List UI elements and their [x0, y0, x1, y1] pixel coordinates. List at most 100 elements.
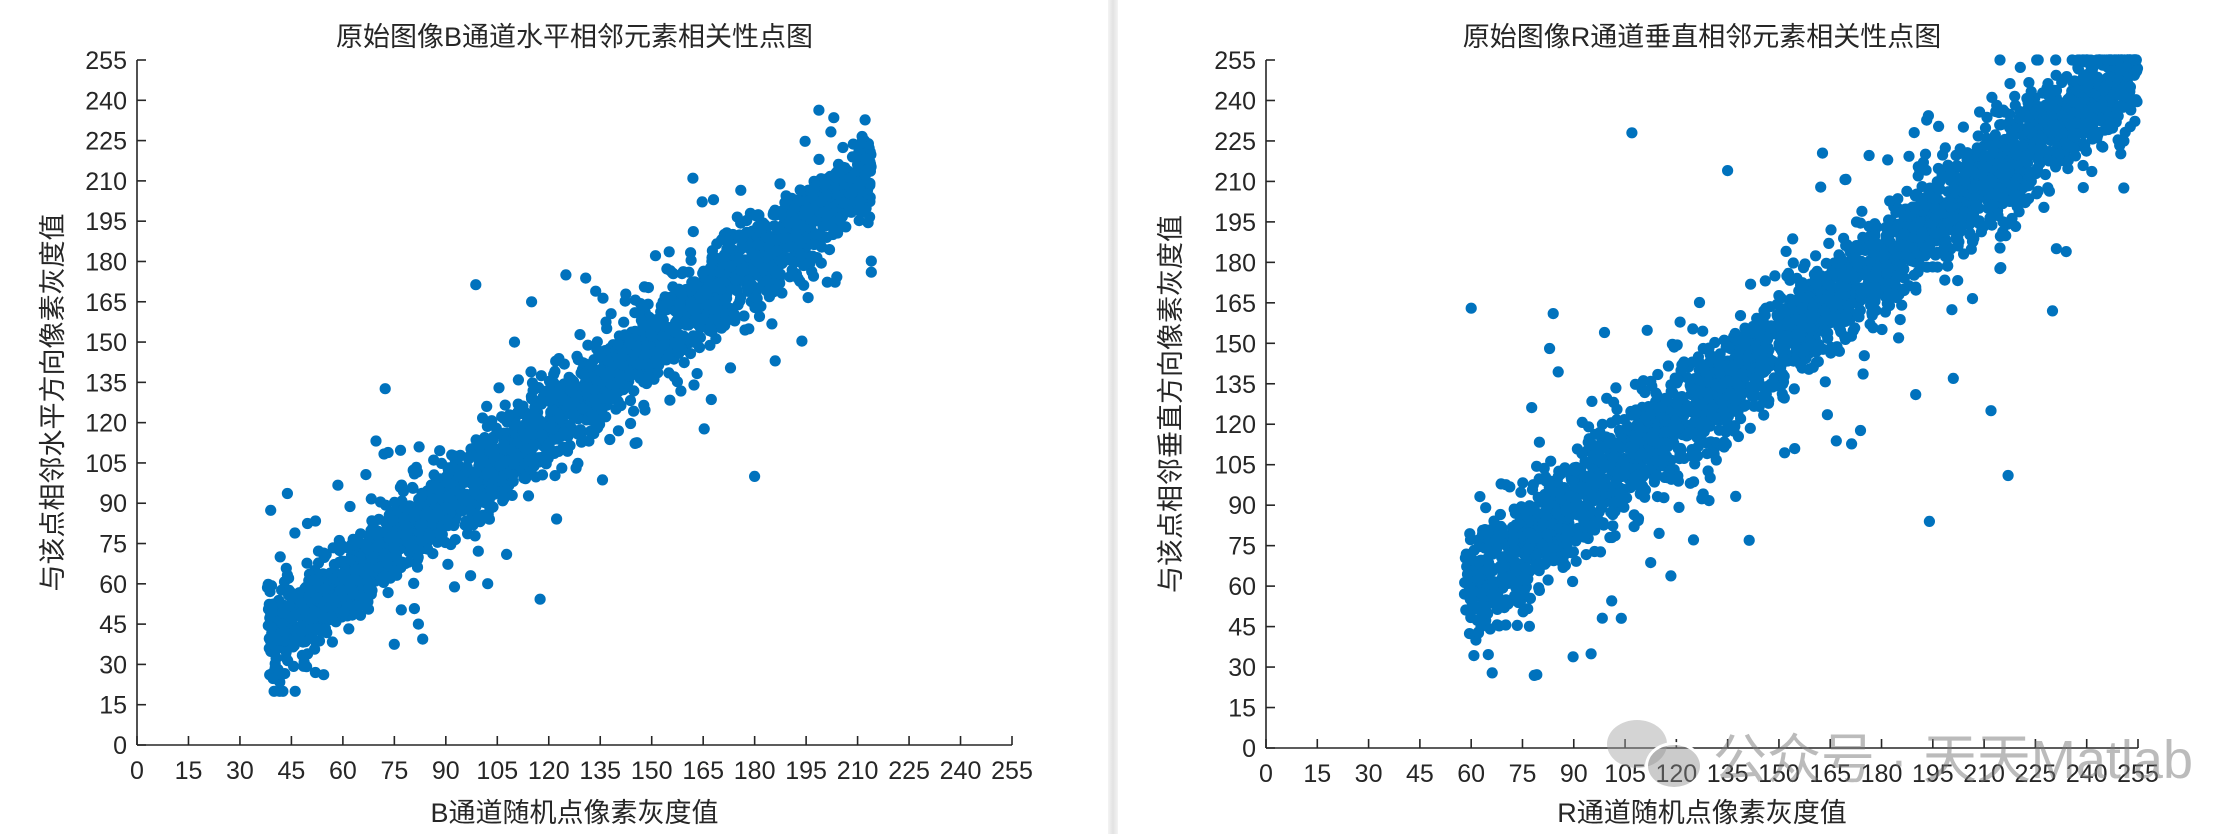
scatter-point	[462, 528, 474, 540]
scatter-point	[1819, 376, 1831, 388]
scatter-point	[373, 538, 385, 550]
scatter-point	[845, 172, 857, 184]
y-tick-label: 105	[85, 450, 127, 478]
scatter-point	[1474, 491, 1486, 503]
scatter-point	[1939, 274, 1951, 286]
scatter-point	[370, 435, 382, 447]
scatter-point	[676, 288, 688, 300]
scatter-point	[733, 252, 745, 264]
scatter-point	[862, 217, 874, 229]
scatter-point	[641, 377, 653, 390]
scatter-point	[1652, 368, 1664, 381]
scatter-point	[625, 417, 637, 430]
scatter-point	[1570, 555, 1582, 567]
scatter-outlier-point	[309, 666, 321, 679]
scatter-point	[535, 370, 547, 382]
scatter-point	[688, 280, 700, 292]
scatter-points	[261, 104, 877, 697]
scatter-point	[1641, 324, 1653, 336]
scatter-point	[507, 475, 519, 487]
scatter-point	[774, 178, 786, 190]
scatter-point	[670, 319, 682, 332]
scatter-point	[1576, 447, 1588, 459]
scatter-point	[439, 502, 451, 514]
scatter-point	[289, 685, 301, 697]
scatter-point	[829, 182, 841, 194]
scatter-point	[484, 491, 496, 503]
scatter-point	[708, 280, 720, 293]
scatter-point	[1673, 501, 1685, 513]
scatter-point	[347, 586, 359, 599]
scatter-point	[1734, 310, 1747, 322]
scatter-point	[524, 425, 536, 437]
scatter-point	[724, 362, 737, 374]
scatter-point	[2039, 168, 2051, 181]
scatter-point	[752, 256, 764, 268]
scatter-point	[1517, 477, 1529, 489]
x-tick-label: 105	[476, 757, 518, 785]
scatter-point	[400, 520, 412, 532]
scatter-point	[417, 633, 429, 645]
scatter-point	[1486, 667, 1498, 679]
y-tick-label: 210	[1214, 168, 1256, 196]
scatter-point	[578, 369, 590, 381]
scatter-point	[1929, 249, 1942, 261]
scatter-point	[837, 141, 849, 154]
scatter-point	[829, 226, 841, 238]
scatter-point	[549, 470, 561, 482]
scatter-point	[394, 481, 406, 493]
scatter-point	[675, 343, 687, 355]
scatter-point	[332, 479, 344, 491]
scatter-point	[298, 660, 310, 672]
scatter-point	[1606, 595, 1618, 607]
scatter-outlier-point	[526, 296, 538, 308]
y-tick-label: 225	[1214, 128, 1256, 156]
scatter-point	[1942, 260, 1954, 272]
scatter-point	[538, 455, 551, 467]
x-tick-label: 255	[2117, 760, 2159, 788]
scatter-point	[733, 229, 746, 241]
scatter-point	[274, 551, 286, 563]
scatter-point	[809, 181, 822, 193]
scatter-outlier-point	[687, 172, 699, 184]
scatter-point	[388, 496, 401, 508]
x-tick-label: 45	[1406, 760, 1434, 788]
scatter-point	[470, 467, 482, 479]
scatter-point	[414, 520, 427, 532]
scatter-point	[1697, 488, 1709, 500]
scatter-point	[810, 215, 822, 227]
scatter-outlier-point	[769, 355, 781, 367]
scatter-point	[818, 206, 830, 218]
scatter-point	[479, 512, 491, 524]
scatter-point	[624, 394, 637, 407]
scatter-point	[794, 235, 806, 247]
y-tick-label: 120	[85, 410, 127, 438]
scatter-point	[771, 245, 783, 257]
scatter-point	[588, 384, 601, 396]
scatter-point	[623, 370, 635, 382]
scatter-point	[1908, 127, 1920, 139]
scatter-point	[442, 491, 454, 503]
scatter-point	[750, 210, 762, 222]
scatter-point	[743, 323, 755, 335]
scatter-point	[605, 308, 617, 320]
scatter-point	[661, 296, 673, 308]
scatter-point	[307, 605, 319, 617]
scatter-point	[279, 626, 291, 638]
scatter-point	[497, 457, 509, 469]
scatter-point	[1744, 422, 1756, 434]
scatter-point	[1830, 435, 1842, 447]
scatter-point	[706, 255, 718, 267]
scatter-point	[588, 427, 600, 440]
scatter-point	[282, 655, 294, 667]
scatter-point	[495, 475, 507, 487]
scatter-point	[697, 313, 709, 325]
scatter-point	[577, 402, 589, 415]
scatter-point	[597, 292, 609, 304]
scatter-point	[855, 137, 867, 149]
scatter-point	[1518, 584, 1530, 597]
scatter-point	[426, 493, 438, 505]
scatter-point	[813, 104, 825, 116]
x-tick-label: 180	[1861, 760, 1903, 788]
scatter-point	[650, 319, 662, 331]
